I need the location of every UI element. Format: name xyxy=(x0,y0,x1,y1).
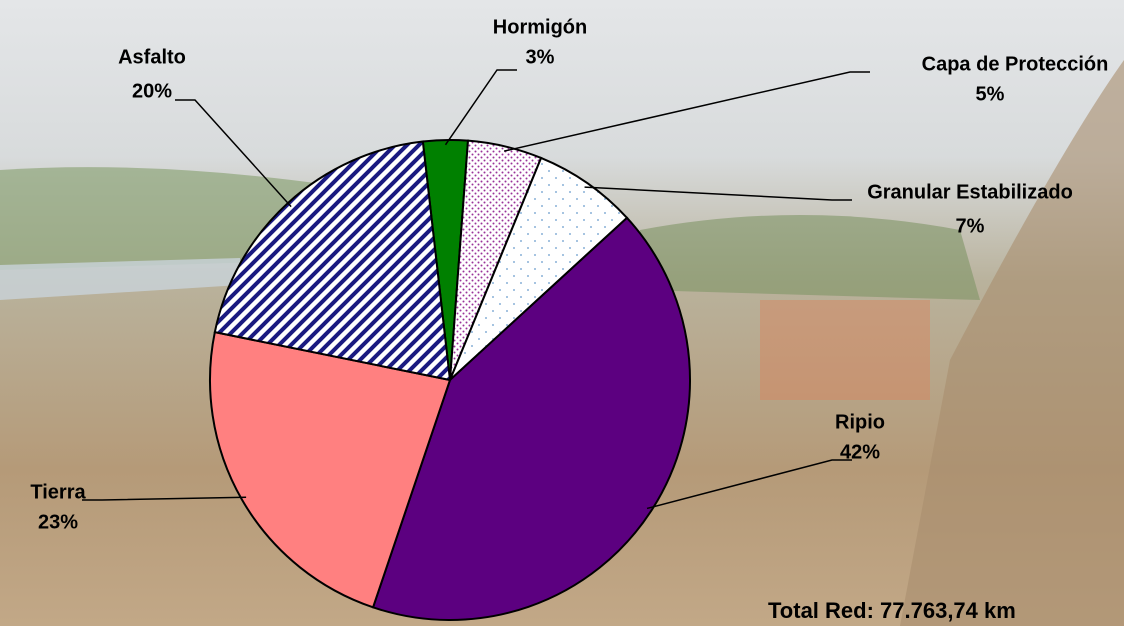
page: {"chart_data": { "type": "pie", "categor… xyxy=(0,0,1124,626)
slice-value-label: 3% xyxy=(526,46,555,68)
slice-label: Asfalto xyxy=(118,46,186,68)
slice-label: Granular Estabilizado xyxy=(867,181,1073,203)
slice-value-label: 42% xyxy=(840,441,880,463)
slice-value-label: 5% xyxy=(976,83,1005,105)
slice-value-label: 23% xyxy=(38,511,78,533)
chart: Total Red: 77.763,74 km Hormigón 3% Capa d… xyxy=(0,0,1124,626)
background-excavator xyxy=(760,300,930,400)
total-annotation: Total Red: 77.763,74 km xyxy=(768,598,1016,623)
slice-label: Capa de Protección xyxy=(922,53,1109,75)
background-trees xyxy=(640,215,980,300)
slice-label: Ripio xyxy=(835,411,885,433)
slice-value-label: 7% xyxy=(956,215,985,237)
slice-label: Hormigón xyxy=(493,16,587,38)
slice-value-label: 20% xyxy=(132,80,172,102)
slice-label: Tierra xyxy=(30,481,86,503)
